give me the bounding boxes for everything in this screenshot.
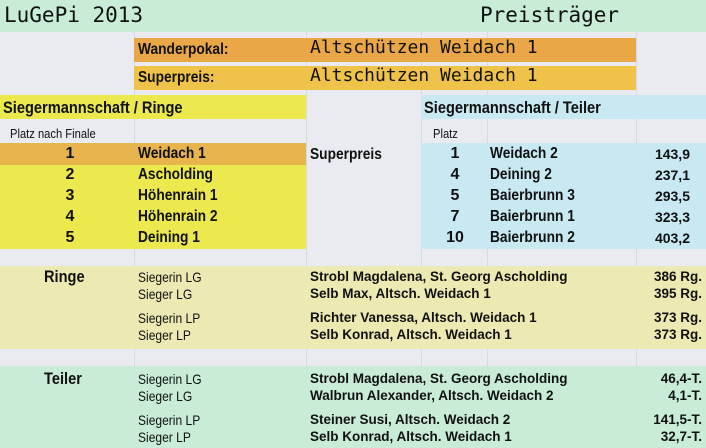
teiler-team-place: 10 [446, 229, 464, 246]
teiler-team-name: Baierbrunn 1 [490, 208, 575, 225]
ringe-team-name: Höhenrain 2 [138, 208, 218, 225]
teiler-team-place: 4 [450, 166, 460, 183]
ringe-team-name: Deining 1 [138, 229, 200, 246]
teiler-score: 46,4-T. [660, 371, 702, 386]
ringe-team-place: 3 [65, 187, 75, 204]
teiler-score: 4,1-T. [668, 388, 702, 403]
ringe-team-place: 5 [65, 229, 75, 246]
teiler-team-value: 293,5 [654, 188, 690, 204]
ringe-winner: Selb Max, Altsch. Weidach 1 [310, 286, 491, 301]
ringe-winner: Selb Konrad, Altsch. Weidach 1 [310, 327, 512, 342]
wanderpokal-label: Wanderpokal: [138, 41, 229, 58]
superpreis-marker: Superpreis [310, 146, 382, 163]
teiler-winner: Selb Konrad, Altsch. Weidach 1 [310, 429, 512, 444]
wanderpokal-value: Altschützen Weidach 1 [310, 37, 538, 58]
teiler-category: Sieger LP [138, 429, 191, 445]
ringe-team-header [0, 95, 306, 119]
superpreis-row [134, 66, 636, 90]
teiler-section [0, 366, 706, 448]
page-title: LuGePi 2013 [4, 3, 144, 27]
ringe-team-name: Höhenrain 1 [138, 187, 218, 204]
ringe-team-place: 2 [65, 166, 75, 183]
teiler-score: 32,7-T. [660, 429, 702, 444]
superpreis-label: Superpreis: [138, 69, 215, 86]
ringe-team-name: Ascholding [138, 166, 213, 183]
ringe-section [0, 266, 706, 349]
ringe-winner: Richter Vanessa, Altsch. Weidach 1 [310, 310, 537, 325]
teiler-team-name: Baierbrunn 3 [490, 187, 575, 204]
teiler-col-header: Platz [433, 126, 458, 141]
ringe-score: 373 Rg. [653, 310, 702, 325]
teiler-team-value: 403,2 [654, 230, 690, 246]
teiler-team-value: 323,3 [654, 209, 690, 225]
teiler-winner: Walbrun Alexander, Altsch. Weidach 2 [310, 388, 554, 403]
ringe-category: Siegerin LG [138, 269, 202, 285]
ringe-score: 373 Rg. [653, 327, 702, 342]
teiler-team-value: 143,9 [654, 146, 690, 162]
teiler-category: Siegerin LP [138, 412, 201, 428]
ringe-category: Sieger LP [138, 327, 191, 343]
ringe-team-place: 4 [65, 208, 75, 225]
teiler-team-title: Siegermannschaft / Teiler [424, 98, 601, 117]
teiler-team-place: 7 [450, 208, 460, 225]
ringe-col-header: Platz nach Finale [10, 126, 96, 141]
wanderpokal-row [134, 38, 636, 62]
ringe-score: 395 Rg. [653, 286, 702, 301]
ringe-team-place: 1 [65, 145, 75, 162]
teiler-team-value: 237,1 [654, 167, 690, 183]
ringe-score: 386 Rg. [653, 269, 702, 284]
ringe-category: Sieger LG [138, 286, 193, 302]
ringe-winner: Strobl Magdalena, St. Georg Ascholding [310, 269, 568, 284]
superpreis-value: Altschützen Weidach 1 [310, 65, 538, 86]
teiler-winner: Steiner Susi, Altsch. Weidach 2 [310, 412, 511, 427]
teiler-score: 141,5-T. [653, 412, 702, 427]
teiler-category: Siegerin LG [138, 371, 202, 387]
teiler-category: Sieger LG [138, 388, 193, 404]
ringe-category: Siegerin LP [138, 310, 201, 326]
teiler-winner: Strobl Magdalena, St. Georg Ascholding [310, 371, 568, 386]
teiler-team-place: 5 [450, 187, 460, 204]
teiler-team-name: Weidach 2 [490, 145, 558, 162]
teiler-team-name: Baierbrunn 2 [490, 229, 575, 246]
teiler-section-title: Teiler [44, 369, 82, 388]
ringe-section-title: Ringe [44, 267, 85, 286]
title-bar [0, 0, 706, 32]
teiler-team-place: 1 [450, 145, 460, 162]
ringe-team-name: Weidach 1 [138, 145, 206, 162]
teiler-team-name: Deining 2 [490, 166, 552, 183]
page-subtitle: Preisträger [480, 3, 620, 27]
ringe-team-title: Siegermannschaft / Ringe [3, 98, 183, 117]
teiler-team-header [421, 95, 706, 119]
